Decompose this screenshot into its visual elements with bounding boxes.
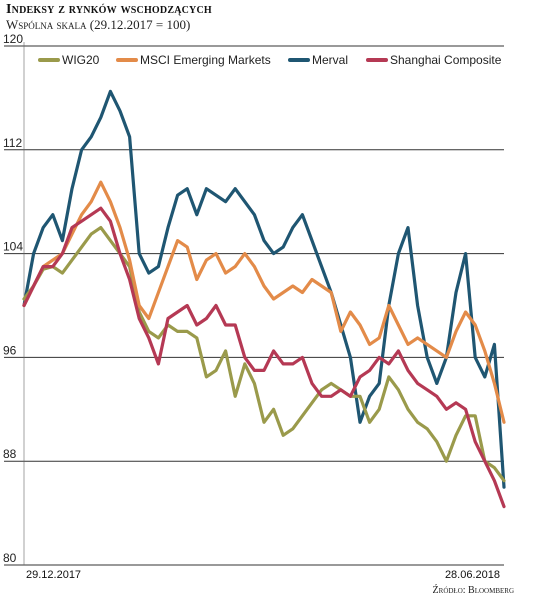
y-tick-label: 96: [3, 343, 17, 357]
legend-label: Merval: [312, 53, 348, 67]
y-tick-label: 120: [3, 32, 23, 46]
series-layer: [22, 89, 506, 509]
axis-labels: 80 88 96 104 112 120 29.12.2017 28.06.2018: [3, 32, 500, 581]
series-line-wig20: [22, 226, 506, 483]
grid-layer: [4, 42, 504, 566]
legend-label: WIG20: [62, 53, 100, 67]
y-tick-label: 112: [3, 136, 22, 150]
series-line-shanghai-composite: [22, 206, 506, 509]
chart-title: Indeksy z rynków wschodzących: [6, 2, 212, 17]
legend-label: MSCI Emerging Markets: [140, 53, 271, 67]
source-note: Źródło: Bloomberg: [432, 585, 514, 596]
series-line-merval: [22, 89, 506, 489]
legend: WIG20 MSCI Emerging Markets Merval Shanghai…: [38, 53, 502, 67]
series-line-msci-emerging-markets: [22, 180, 506, 424]
x-tick-label: 29.12.2017: [26, 569, 81, 581]
legend-label: Shanghai Composite: [390, 53, 502, 67]
x-tick-label: 28.06.2018: [445, 569, 500, 581]
y-tick-label: 88: [3, 447, 17, 461]
chart-subtitle: Wspólna skala (29.12.2017 = 100): [6, 17, 191, 32]
y-tick-label: 80: [3, 551, 17, 565]
y-tick-label: 104: [3, 240, 23, 254]
